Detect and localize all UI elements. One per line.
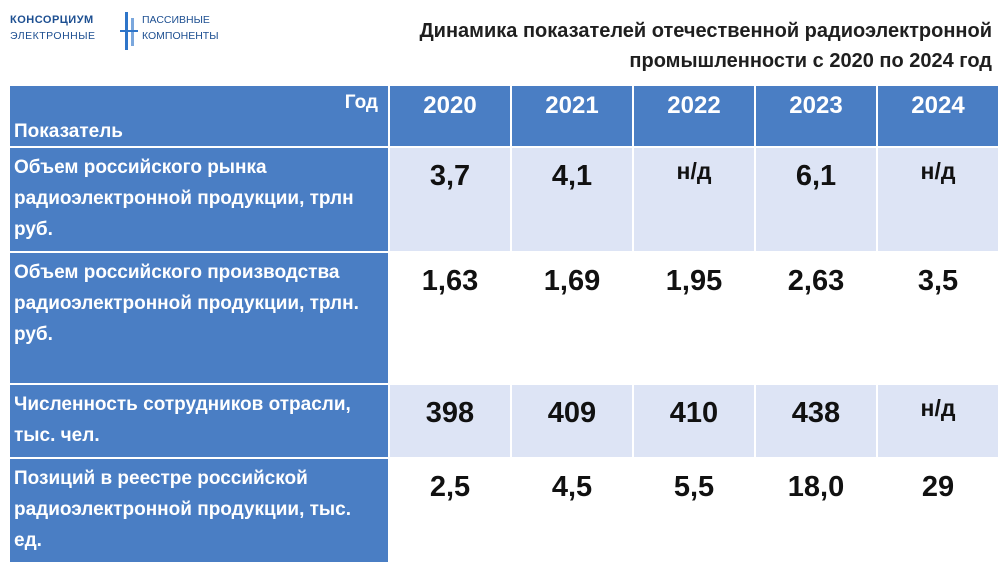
table-cell: н/д	[876, 383, 1000, 459]
table-cell: 2,63	[754, 251, 878, 385]
table-cell: 410	[632, 383, 756, 459]
header-indicator-label: Показатель	[14, 121, 123, 142]
header-year-label: Год	[344, 92, 378, 113]
logo-right-text: ПАССИВНЫЕ КОМПОНЕНТЫ	[142, 14, 242, 42]
logo-left-line2: ЭЛЕКТРОННЫЕ	[10, 30, 96, 42]
row-label: Численность сотрудников отрасли, тыс. че…	[8, 383, 390, 459]
table-cell: 3,7	[388, 146, 512, 253]
table-cell: 1,95	[632, 251, 756, 385]
table-cell: 1,63	[388, 251, 512, 385]
page-title: Динамика показателей отечественной радио…	[292, 16, 992, 76]
table-cell: 29	[876, 457, 1000, 564]
logo-left-text: КОНСОРЦИУМ ЭЛЕКТРОННЫЕ	[10, 14, 120, 42]
table-row: Позиций в реестре российской радиоэлектр…	[8, 457, 1000, 564]
row-label: Объем российского производства радиоэлек…	[8, 251, 390, 385]
table-row: Численность сотрудников отрасли, тыс. че…	[8, 383, 1000, 459]
table-cell: 1,69	[510, 251, 634, 385]
table-cell: 4,1	[510, 146, 634, 253]
table-cell: 3,5	[876, 251, 1000, 385]
year-header-2020: 2020	[388, 84, 512, 148]
logo-right-line1: ПАССИВНЫЕ	[142, 14, 210, 26]
table-cell: 4,5	[510, 457, 634, 564]
table-cell: 5,5	[632, 457, 756, 564]
title-line1: Динамика показателей отечественной радио…	[419, 20, 992, 42]
table-cell: 6,1	[754, 146, 878, 253]
row-label: Позиций в реестре российской радиоэлектр…	[8, 457, 390, 564]
year-header-2023: 2023	[754, 84, 878, 148]
table-cell: 18,0	[754, 457, 878, 564]
table-cell: 438	[754, 383, 878, 459]
table-corner-header: Год Показатель	[8, 84, 390, 148]
table-cell: 2,5	[388, 457, 512, 564]
row-label: Объем российского рынка радиоэлектронной…	[8, 146, 390, 253]
year-header-2024: 2024	[876, 84, 1000, 148]
table-row: Объем российского рынка радиоэлектронной…	[8, 146, 1000, 253]
year-header-2021: 2021	[510, 84, 634, 148]
table-cell: 398	[388, 383, 512, 459]
year-header-2022: 2022	[632, 84, 756, 148]
indicators-table: Год Показатель 2020 2021 2022 2023 2024 …	[8, 84, 1000, 564]
table-cell: н/д	[876, 146, 1000, 253]
table-row: Объем российского производства радиоэлек…	[8, 251, 1000, 385]
table-header-row: Год Показатель 2020 2021 2022 2023 2024	[8, 84, 1000, 148]
table-cell: 409	[510, 383, 634, 459]
consortium-logo: КОНСОРЦИУМ ЭЛЕКТРОННЫЕ ПАССИВНЫЕ КОМПОНЕ…	[10, 10, 240, 54]
title-line2: промышленности с 2020 по 2024 год	[629, 50, 992, 72]
table-cell: н/д	[632, 146, 756, 253]
logo-right-line2: КОМПОНЕНТЫ	[142, 30, 219, 42]
logo-mark-icon	[120, 12, 138, 50]
logo-left-line1: КОНСОРЦИУМ	[10, 14, 94, 26]
